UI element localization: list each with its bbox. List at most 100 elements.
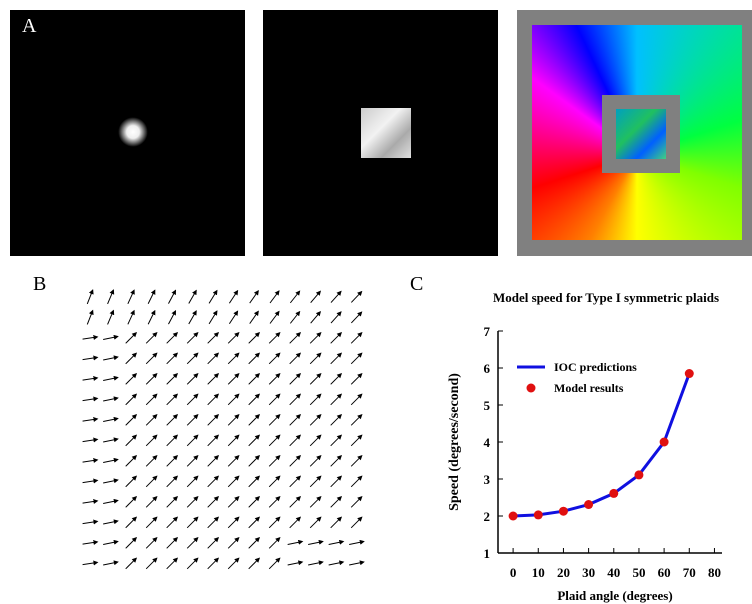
arrow [250, 291, 259, 303]
x-tick-label: 80 [708, 565, 721, 580]
arrow [208, 538, 219, 549]
arrow [83, 460, 98, 462]
data-point [584, 500, 593, 509]
arrow [269, 415, 280, 426]
x-tick-label: 20 [557, 565, 570, 580]
arrow [126, 333, 137, 344]
arrow [290, 291, 299, 303]
arrow [331, 456, 342, 467]
arrow [208, 497, 219, 508]
arrow [108, 290, 114, 304]
arrow [331, 435, 342, 446]
arrow [103, 521, 118, 524]
arrow [249, 353, 260, 364]
arrow [228, 374, 239, 385]
arrow [249, 497, 260, 508]
data-point [634, 470, 643, 479]
arrow [331, 374, 342, 385]
arrow [351, 456, 362, 467]
arrow [269, 435, 280, 446]
arrow [146, 456, 157, 467]
arrow [208, 517, 219, 528]
arrow [187, 476, 198, 487]
arrow [351, 415, 362, 426]
arrow [310, 415, 321, 426]
arrow [208, 476, 219, 487]
arrow [310, 517, 321, 528]
x-axis-label: Plaid angle (degrees) [557, 588, 672, 603]
arrow [103, 357, 118, 360]
arrow [83, 542, 98, 544]
y-tick-label: 7 [484, 324, 491, 339]
arrow [331, 312, 341, 323]
arrow [331, 353, 342, 364]
arrow [146, 497, 157, 508]
arrow [168, 290, 175, 303]
arrow [208, 435, 219, 446]
arrow [187, 497, 198, 508]
arrow [311, 312, 321, 323]
arrow [249, 558, 260, 569]
arrow [83, 521, 98, 523]
arrow [269, 476, 280, 487]
arrow [310, 353, 321, 364]
arrow [228, 394, 239, 405]
arrow [187, 558, 198, 569]
arrow [148, 311, 155, 324]
arrow [228, 456, 239, 467]
arrow [83, 439, 98, 441]
arrow [208, 415, 219, 426]
arrow [187, 415, 198, 426]
x-tick-label: 50 [632, 565, 645, 580]
x-tick-label: 40 [607, 565, 620, 580]
arrow [126, 415, 137, 426]
arrow [187, 333, 198, 344]
arrow [269, 374, 280, 385]
arrow [103, 501, 118, 504]
arrow [167, 456, 178, 467]
arrow [167, 394, 178, 405]
arrow [103, 562, 118, 565]
vector-field [83, 290, 364, 569]
arrow [269, 558, 280, 569]
arrow [209, 311, 217, 324]
arrow [331, 517, 342, 528]
arrow [103, 480, 118, 483]
x-tick-label: 60 [658, 565, 671, 580]
y-tick-label: 2 [484, 509, 491, 524]
arrow [249, 415, 260, 426]
arrow [126, 558, 137, 569]
arrow [167, 558, 178, 569]
arrow [269, 353, 280, 364]
arrow [269, 538, 280, 549]
arrow [187, 394, 198, 405]
arrow [249, 435, 260, 446]
arrow [351, 517, 362, 528]
arrow [187, 435, 198, 446]
arrow [128, 311, 134, 325]
arrow [126, 456, 137, 467]
arrow [310, 497, 321, 508]
arrow [228, 333, 239, 344]
arrow [269, 333, 280, 344]
arrow [103, 542, 118, 545]
arrow [351, 497, 362, 508]
panel-label: C [410, 273, 423, 295]
y-tick-label: 4 [484, 435, 491, 450]
arrow [126, 476, 137, 487]
data-point [509, 512, 518, 521]
arrow [331, 333, 342, 344]
arrow [126, 538, 137, 549]
data-point [660, 438, 669, 447]
arrow [351, 353, 362, 364]
arrow [269, 394, 280, 405]
arrow [269, 517, 280, 528]
y-axis-label: Speed (degrees/second) [447, 373, 462, 511]
arrow [249, 374, 260, 385]
arrow [103, 460, 118, 463]
arrow [351, 333, 362, 344]
chart: A B C Model speed for Type I symmetric p… [0, 0, 752, 604]
arrow [351, 476, 362, 487]
arrow [83, 419, 98, 421]
arrow [290, 435, 301, 446]
